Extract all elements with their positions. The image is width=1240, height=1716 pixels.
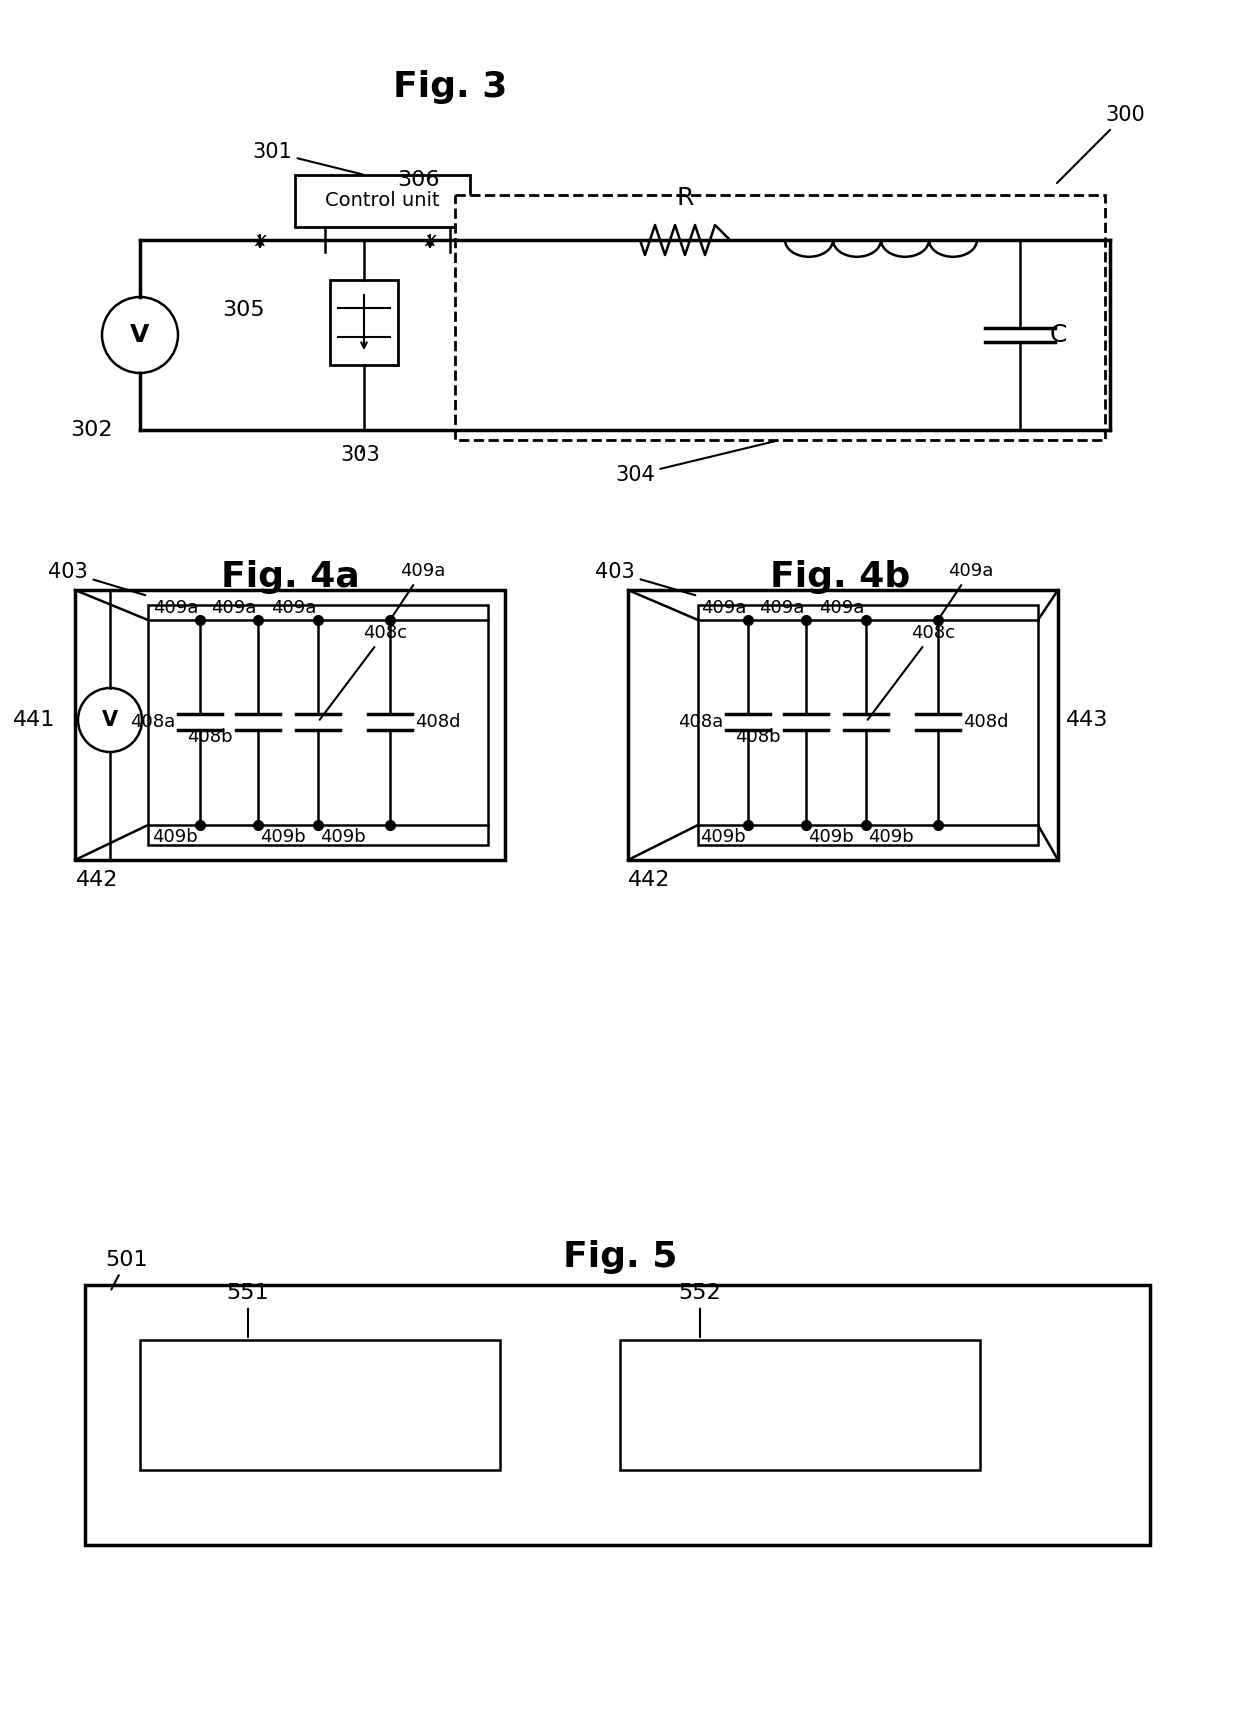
Text: 306: 306 xyxy=(398,170,440,190)
Text: 408d: 408d xyxy=(963,714,1008,731)
Text: 408b: 408b xyxy=(187,728,233,746)
Text: 443: 443 xyxy=(1066,710,1109,729)
Text: Fig. 5: Fig. 5 xyxy=(563,1241,677,1273)
Text: V: V xyxy=(102,710,118,729)
Text: 409a: 409a xyxy=(392,563,445,618)
Bar xyxy=(86,1285,1149,1544)
Bar xyxy=(148,606,489,844)
Text: Control unit: Control unit xyxy=(325,192,440,211)
Text: 409b: 409b xyxy=(808,829,854,846)
Text: 305: 305 xyxy=(222,300,265,319)
Text: 403: 403 xyxy=(48,563,145,595)
Text: x: x xyxy=(424,230,435,249)
Text: 409b: 409b xyxy=(153,829,198,846)
Text: 302: 302 xyxy=(69,420,113,439)
Text: 441: 441 xyxy=(12,710,55,729)
Text: Fig. 3: Fig. 3 xyxy=(393,70,507,105)
Text: 409a: 409a xyxy=(211,599,255,618)
Text: Fig. 4b: Fig. 4b xyxy=(770,559,910,594)
Text: 442: 442 xyxy=(627,870,671,891)
Text: 552: 552 xyxy=(678,1284,722,1337)
Text: 409a: 409a xyxy=(940,563,993,618)
Bar xyxy=(620,1340,980,1471)
Text: 442: 442 xyxy=(76,870,118,891)
Text: 409b: 409b xyxy=(320,829,366,846)
Bar xyxy=(74,590,505,860)
Text: 304: 304 xyxy=(615,441,777,486)
Text: 409a: 409a xyxy=(701,599,746,618)
Bar xyxy=(140,1340,500,1471)
Bar xyxy=(698,606,1038,844)
Text: 408a: 408a xyxy=(130,714,175,731)
Text: C: C xyxy=(1050,323,1068,347)
Bar xyxy=(295,175,470,227)
Text: 409a: 409a xyxy=(818,599,864,618)
Text: 408b: 408b xyxy=(735,728,781,746)
Text: 300: 300 xyxy=(1056,105,1145,184)
Text: 409a: 409a xyxy=(270,599,316,618)
Text: 501: 501 xyxy=(105,1249,148,1289)
Text: V: V xyxy=(130,323,150,347)
Bar xyxy=(627,590,1058,860)
Text: 301: 301 xyxy=(252,142,362,175)
Bar xyxy=(330,280,398,366)
Text: 409b: 409b xyxy=(868,829,914,846)
Text: 551: 551 xyxy=(227,1284,269,1337)
Text: 303: 303 xyxy=(340,444,379,465)
Text: 408a: 408a xyxy=(678,714,723,731)
Bar xyxy=(455,196,1105,439)
Text: Fig. 4a: Fig. 4a xyxy=(221,559,360,594)
Text: 409a: 409a xyxy=(759,599,804,618)
Text: x: x xyxy=(254,230,265,249)
Text: 409a: 409a xyxy=(153,599,198,618)
Text: R: R xyxy=(676,185,693,209)
Text: 403: 403 xyxy=(595,563,696,595)
Text: 408c: 408c xyxy=(868,625,955,719)
Text: 408d: 408d xyxy=(415,714,460,731)
Text: 409b: 409b xyxy=(260,829,306,846)
Text: 408c: 408c xyxy=(320,625,407,719)
Text: 409b: 409b xyxy=(701,829,746,846)
